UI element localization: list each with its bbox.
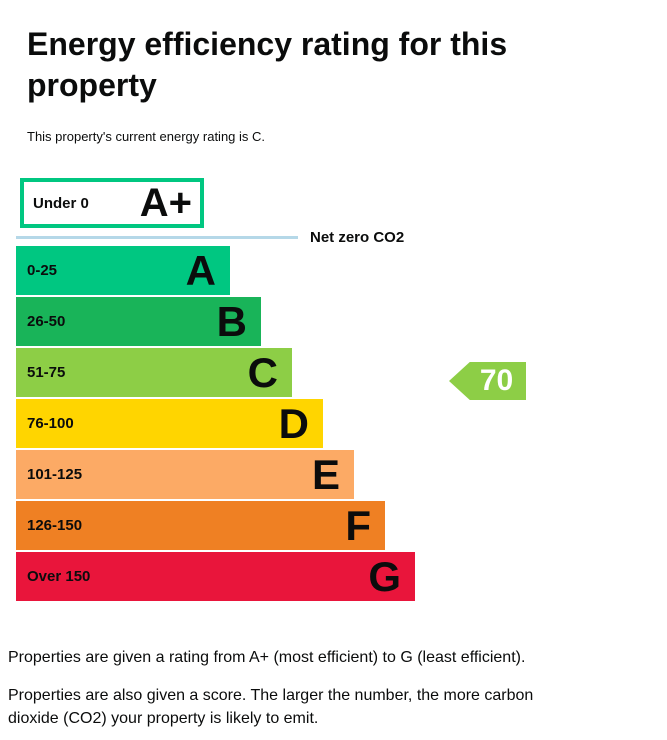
band-range-label: Over 150 [27,568,91,585]
current-score-pointer: 70 [449,362,526,400]
net-zero-line [16,236,298,239]
band-range-label: 26-50 [27,313,66,330]
epc-band-a: 0-25 A [16,246,230,295]
band-letter: D [278,399,309,447]
band-letter: A [185,246,216,294]
score-explanation: Properties are also given a score. The l… [8,687,534,727]
band-range-label: 101-125 [27,466,83,483]
epc-band-f: 126-150 F [16,501,385,550]
epc-band-a-plus: Under 0 A+ [20,178,204,228]
band-letter: A+ [139,181,192,225]
epc-band-d: 76-100 D [16,399,323,448]
rating-explanation: Properties are given a rating from A+ (m… [8,649,526,666]
epc-band-g: Over 150 G [16,552,415,601]
page-title: Energy efficiency rating for this proper… [27,26,508,103]
band-letter: C [247,348,278,396]
band-range-label: Under 0 [33,194,89,212]
band-range-label: 0-25 [27,262,58,279]
band-letter: B [216,297,247,345]
band-range-label: 126-150 [27,517,83,534]
band-letter: E [311,450,340,498]
band-range-label: 51-75 [27,364,66,381]
epc-band-e: 101-125 E [16,450,354,499]
band-letter: F [345,501,371,549]
current-score-value: 70 [479,364,514,397]
net-zero-label: Net zero CO2 [310,229,405,246]
epc-band-b: 26-50 B [16,297,261,346]
epc-band-c: 51-75 C [16,348,292,397]
current-rating-summary: This property's current energy rating is… [27,129,266,144]
band-letter: G [368,552,401,600]
band-range-label: 76-100 [27,415,74,432]
